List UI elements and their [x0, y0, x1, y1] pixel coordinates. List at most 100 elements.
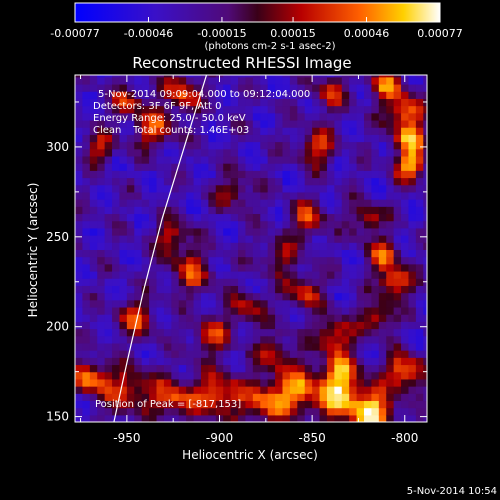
heatmap-cell [364, 220, 373, 229]
heatmap-cell [238, 105, 247, 114]
heatmap-cell [149, 242, 158, 250]
colorbar-tick-label: 0.00046 [344, 27, 390, 40]
heatmap-cell [267, 407, 276, 416]
heatmap-cell [282, 105, 291, 114]
heatmap-cell [223, 199, 232, 207]
heatmap-cell [178, 155, 187, 164]
heatmap-cell [341, 400, 350, 409]
heatmap-cell [252, 242, 261, 250]
heatmap-cell [208, 321, 217, 330]
heatmap-cell [282, 213, 291, 222]
heatmap-cell [75, 98, 84, 107]
heatmap-cell [326, 127, 335, 135]
heatmap-cell [208, 256, 217, 265]
heatmap-cell [75, 76, 84, 85]
heatmap-cell [319, 378, 328, 387]
heatmap-cell [423, 206, 427, 215]
heatmap-cell [141, 206, 150, 215]
heatmap-cell [208, 177, 217, 186]
heatmap-cell [252, 235, 261, 243]
heatmap-cell [408, 141, 417, 150]
heatmap-cell [82, 213, 91, 222]
heatmap-cell [245, 256, 254, 265]
heatmap-cell [171, 350, 180, 358]
heatmap-cell [275, 227, 284, 236]
heatmap-cell [393, 314, 402, 322]
heatmap-cell [186, 285, 195, 294]
heatmap-cell [393, 112, 402, 121]
heatmap-cell [200, 170, 209, 179]
colorbar-tick-label: 0.00077 [417, 27, 463, 40]
heatmap-cell [289, 199, 298, 207]
heatmap-cell [186, 314, 195, 322]
heatmap-cell [408, 306, 417, 315]
heatmap-cell [171, 407, 180, 416]
heatmap-cell [126, 235, 135, 243]
heatmap-cell [89, 263, 98, 272]
heatmap-cell [312, 299, 321, 308]
heatmap-cell [156, 98, 165, 107]
heatmap-cell [238, 270, 247, 279]
heatmap-cell [297, 371, 306, 380]
heatmap-cell [297, 184, 306, 193]
heatmap-cell [356, 141, 365, 150]
heatmap-cell [386, 371, 395, 380]
heatmap-cell [267, 270, 276, 279]
heatmap-cell [334, 292, 343, 301]
heatmap-cell [289, 278, 298, 286]
axes [75, 75, 427, 422]
heatmap-cell [178, 386, 187, 394]
heatmap-cell [193, 127, 202, 135]
heatmap-cell [82, 299, 91, 308]
heatmap-cell [178, 371, 187, 380]
heatmap-cell [319, 220, 328, 229]
heatmap-cell [356, 206, 365, 215]
heatmap-cell [401, 371, 410, 380]
colorbar-tick-label: -0.00077 [50, 27, 99, 40]
heatmap-cell [267, 256, 276, 265]
heatmap-cell [193, 285, 202, 294]
heatmap-cell [156, 357, 165, 366]
heatmap-cell [275, 328, 284, 337]
heatmap-cell [275, 163, 284, 171]
heatmap-cell [364, 350, 373, 358]
heatmap-cell [326, 285, 335, 294]
heatmap-cell [119, 393, 128, 402]
heatmap-cell [75, 206, 84, 215]
heatmap-cell [378, 400, 387, 409]
heatmap-cell [156, 342, 165, 351]
heatmap-cell [364, 292, 373, 301]
heatmap-cell [326, 321, 335, 330]
heatmap-cell [75, 170, 84, 179]
heatmap-cell [200, 378, 209, 387]
heatmap-cell [163, 350, 172, 358]
heatmap-cell [149, 163, 158, 171]
heatmap-cell [297, 148, 306, 157]
heatmap-cell [415, 91, 424, 99]
heatmap-cell [312, 364, 321, 373]
heatmap-cell [252, 278, 261, 286]
heatmap-cell [282, 386, 291, 394]
x-tick-label: -800 [391, 431, 418, 445]
heatmap-cell [415, 220, 424, 229]
heatmap-cell [267, 386, 276, 394]
heatmap-cell [97, 285, 106, 294]
heatmap-cell [378, 285, 387, 294]
heatmap-cell [97, 350, 106, 358]
heatmap-cell [304, 242, 313, 250]
heatmap-cell [149, 127, 158, 135]
heatmap-cell [326, 199, 335, 207]
heatmap-cell [423, 91, 427, 99]
heatmap-cell [238, 213, 247, 222]
heatmap-cell [134, 328, 143, 337]
heatmap-cell [141, 407, 150, 416]
heatmap-cell [378, 98, 387, 107]
heatmap-cell [126, 220, 135, 229]
heatmap-cell [326, 335, 335, 344]
heatmap-cell [341, 378, 350, 387]
heatmap-cell [252, 263, 261, 272]
heatmap-cell [82, 342, 91, 351]
heatmap-cell [260, 299, 269, 308]
heatmap-cell [163, 148, 172, 157]
heatmap-cell [312, 191, 321, 200]
